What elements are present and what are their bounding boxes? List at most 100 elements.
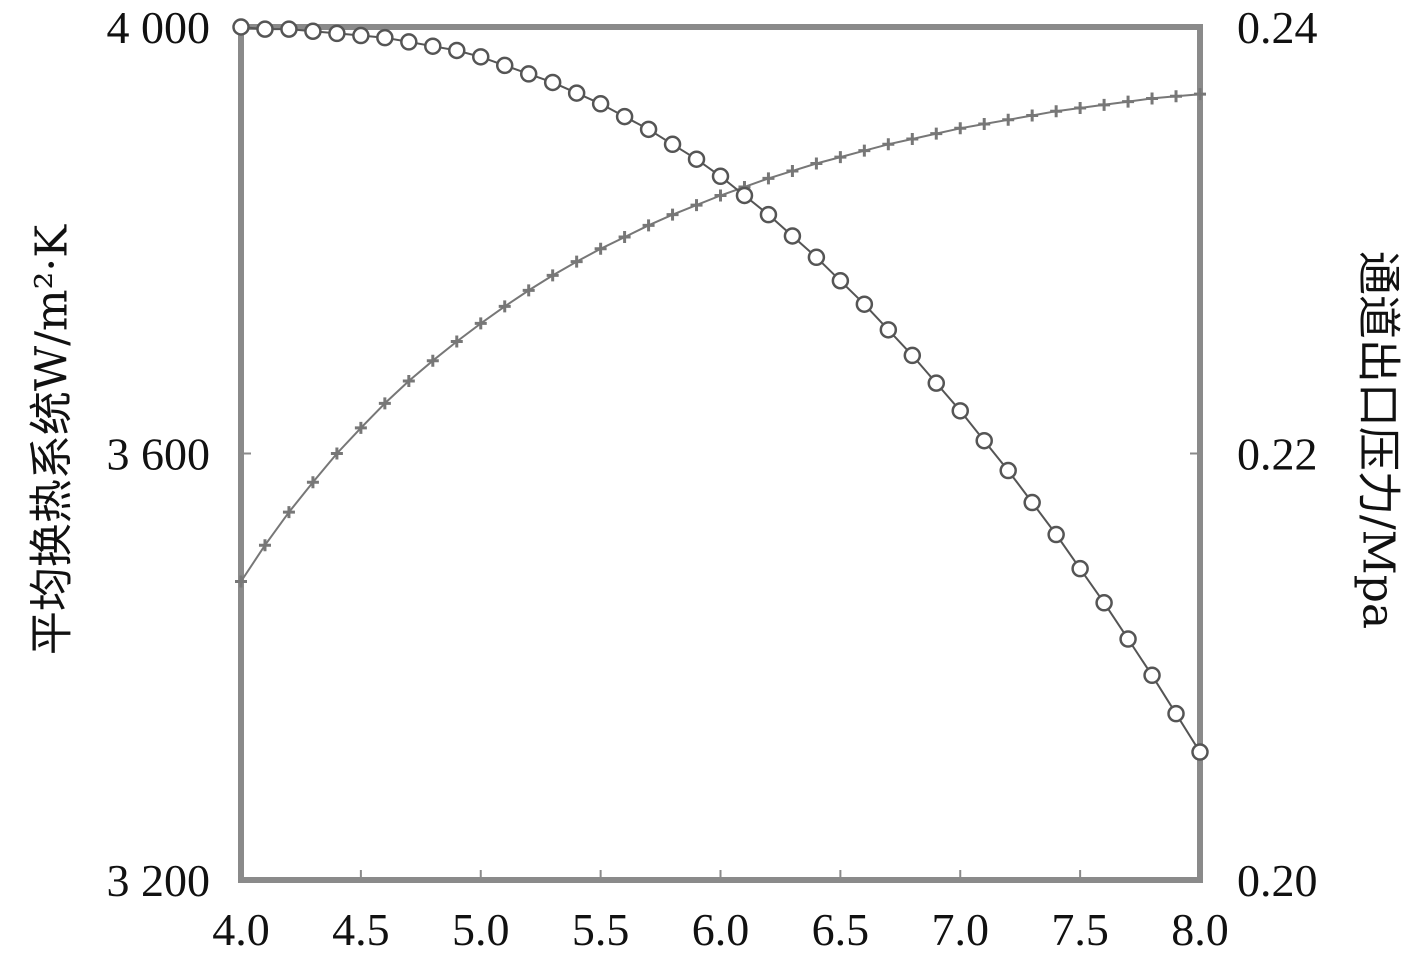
- y-right-tick-label: 0.22: [1237, 429, 1318, 480]
- plot-frame: [238, 24, 1203, 883]
- plus-marker: [498, 300, 511, 313]
- y-left-axis-ticks: 4 000 3 600 3 200: [107, 2, 251, 906]
- series-1-point: [232, 18, 250, 36]
- x-tick-label: 5.0: [452, 904, 510, 955]
- series-0-point: [1194, 88, 1206, 101]
- series-1-point: [376, 28, 394, 47]
- series-1-point: [1167, 704, 1185, 723]
- plus-marker: [618, 231, 631, 244]
- series-1-point: [879, 321, 898, 339]
- series-1-point: [567, 84, 586, 102]
- series-1-point: [448, 41, 466, 60]
- series-0-point: [954, 122, 967, 135]
- series-layer: [232, 18, 1209, 761]
- series-1-point: [472, 48, 490, 66]
- series-1-point: [807, 248, 826, 267]
- plus-marker: [330, 447, 343, 460]
- series-1-point: [951, 402, 969, 420]
- series-1-point: [1023, 493, 1041, 512]
- plus-marker: [954, 122, 967, 135]
- plus-marker: [1170, 90, 1183, 103]
- series-0-point: [1098, 98, 1111, 111]
- series-1-point: [1143, 666, 1161, 685]
- series-1-point: [687, 150, 706, 168]
- series-0-point: [235, 575, 247, 588]
- plus-marker: [378, 397, 391, 410]
- series-0-point: [306, 476, 319, 489]
- series-0-point: [786, 164, 799, 177]
- series-1-point: [831, 272, 850, 290]
- series-0-point: [906, 132, 919, 145]
- series-1-point: [711, 167, 730, 186]
- series-1-point: [783, 227, 802, 245]
- series-1-point: [1071, 559, 1089, 578]
- plus-marker: [858, 144, 871, 157]
- plus-marker: [594, 242, 607, 255]
- series-0-point: [1170, 90, 1183, 103]
- series-0-point: [330, 447, 343, 460]
- y-left-tick-label: 4 000: [107, 2, 211, 53]
- series-1-line: [240, 26, 1201, 753]
- series-1-point: [424, 37, 442, 55]
- plus-marker: [786, 164, 799, 177]
- series-0-point: [522, 284, 535, 297]
- plus-marker: [474, 317, 487, 330]
- plus-marker: [978, 118, 991, 131]
- series-1-point: [927, 374, 946, 392]
- series-1-point: [328, 24, 346, 43]
- series-0-point: [1074, 102, 1087, 115]
- series-0-point: [426, 354, 439, 367]
- series-0-point: [930, 127, 943, 140]
- series-1-point: [639, 120, 658, 139]
- series-1-point: [615, 107, 634, 126]
- plus-marker: [690, 199, 703, 212]
- y-right-axis-ticks: 0.24 0.22 0.20: [1190, 2, 1318, 906]
- plus-marker: [235, 575, 247, 588]
- series-0-point: [1050, 105, 1063, 118]
- series-0-point: [882, 138, 895, 151]
- series-0-point: [594, 242, 607, 255]
- plus-marker: [258, 539, 271, 552]
- series-0-point: [258, 539, 271, 552]
- series-1-point: [1191, 743, 1209, 761]
- series-1-point: [256, 20, 274, 38]
- plus-marker: [546, 269, 559, 282]
- plus-marker: [642, 219, 655, 232]
- series-1-point: [999, 461, 1017, 480]
- plus-marker: [1026, 109, 1039, 122]
- series-0-point: [570, 255, 583, 268]
- series-0-point: [1026, 109, 1039, 122]
- series-0-line: [240, 93, 1201, 583]
- series-0-point: [1122, 95, 1135, 108]
- plus-marker: [666, 208, 679, 221]
- series-1-point: [519, 65, 538, 83]
- x-tick-label: 4.0: [212, 904, 270, 955]
- series-1-point: [975, 431, 993, 450]
- plus-marker: [570, 255, 583, 268]
- plus-marker: [810, 157, 823, 170]
- series-1-point: [903, 346, 922, 365]
- series-1-point: [1047, 525, 1065, 544]
- plus-marker: [450, 335, 463, 348]
- plus-marker: [1122, 95, 1135, 108]
- x-tick-label: 6.0: [692, 904, 750, 955]
- series-1-point: [495, 56, 514, 75]
- series-1-point: [855, 295, 874, 313]
- y-right-tick-label: 0.20: [1237, 855, 1318, 906]
- plus-marker: [834, 151, 847, 164]
- series-0-point: [282, 506, 295, 519]
- series-0-point: [1002, 113, 1015, 126]
- y-left-tick-label: 3 200: [107, 855, 211, 906]
- plus-marker: [306, 476, 319, 489]
- y-right-tick-label: 0.24: [1237, 2, 1318, 53]
- series-0-point: [810, 157, 823, 170]
- series-1-point: [1119, 630, 1137, 648]
- series-0-point: [714, 189, 727, 202]
- plus-marker: [522, 284, 535, 297]
- series-0-point: [618, 231, 631, 244]
- plus-marker: [1098, 98, 1111, 111]
- series-1-point: [400, 33, 418, 51]
- series-1-point: [543, 73, 562, 92]
- x-tick-label: 5.5: [572, 904, 630, 955]
- series-0-point: [498, 300, 511, 313]
